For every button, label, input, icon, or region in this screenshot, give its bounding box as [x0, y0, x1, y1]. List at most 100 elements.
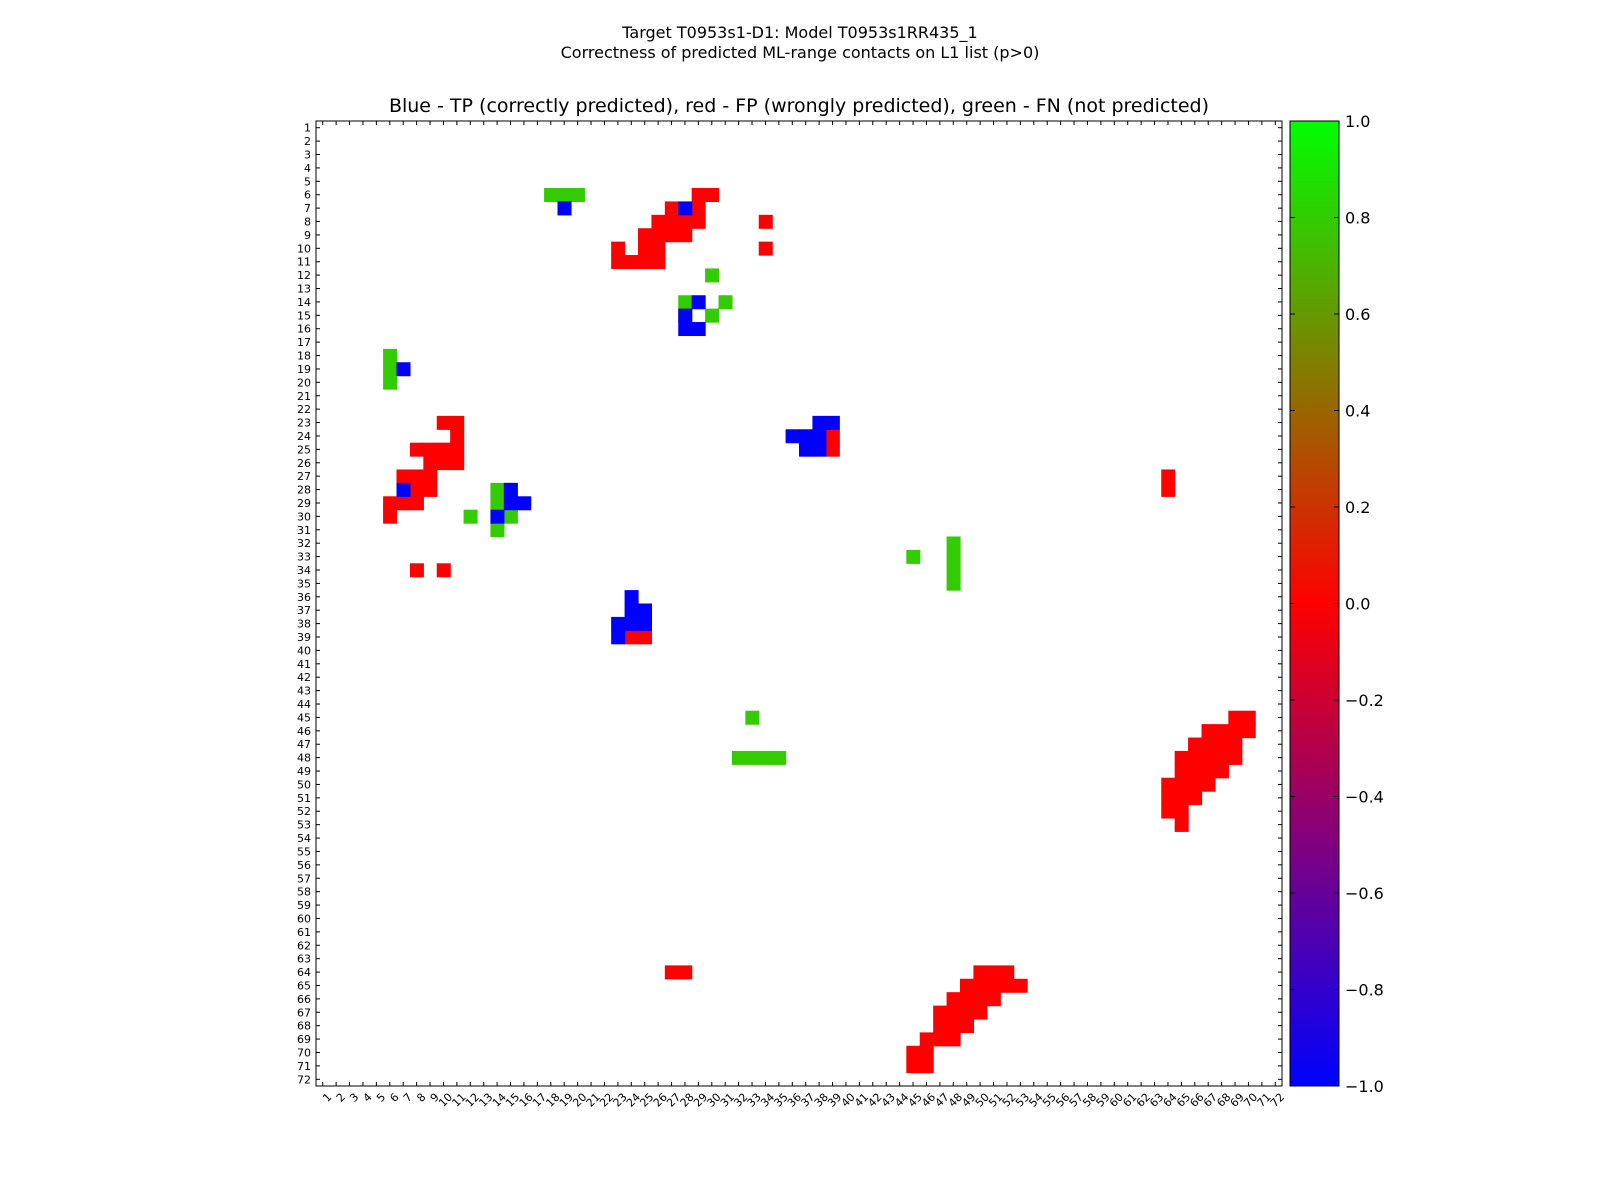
cell-fp-25-9 — [638, 228, 653, 243]
cell-tp-28-16 — [678, 322, 693, 337]
y-tick-label-52: 52 — [297, 805, 311, 818]
figure-suptitle-line1: Target T0953s1-D1: Model T0953s1RR435_1 — [622, 23, 978, 42]
cell-fp-65-48 — [1174, 750, 1189, 765]
y-tick-label-22: 22 — [297, 403, 311, 416]
y-tick-label-59: 59 — [297, 899, 311, 912]
cell-fp-26-10 — [651, 241, 666, 256]
cell-fp-27-8 — [664, 214, 679, 229]
x-tick-label-3: 3 — [347, 1091, 361, 1105]
cell-fp-48-68 — [946, 1018, 961, 1033]
cell-fp-64-50 — [1161, 777, 1176, 792]
cell-fp-26-8 — [651, 214, 666, 229]
cell-fp-49-66 — [960, 992, 975, 1007]
cell-fp-9-26 — [423, 456, 438, 471]
y-tick-label-2: 2 — [304, 135, 311, 148]
y-tick-label-53: 53 — [297, 819, 311, 832]
cell-fp-69-45 — [1228, 710, 1243, 725]
cell-fp-8-27 — [409, 469, 424, 484]
cell-fp-29-7 — [691, 201, 706, 216]
y-tick-label-54: 54 — [297, 832, 311, 845]
cell-fn-48-34 — [946, 563, 961, 578]
cell-tp-39-23 — [825, 415, 840, 430]
cell-fp-65-52 — [1174, 804, 1189, 819]
cell-fp-25-39 — [638, 630, 653, 645]
y-tick-label-20: 20 — [297, 376, 311, 389]
cell-fp-69-47 — [1228, 737, 1243, 752]
cell-fp-39-24 — [825, 429, 840, 444]
cell-fp-52-64 — [1000, 965, 1015, 980]
cell-fp-46-71 — [919, 1059, 934, 1074]
cell-fn-6-19 — [383, 362, 398, 377]
cell-fn-35-48 — [772, 750, 787, 765]
cell-fp-49-67 — [960, 1005, 975, 1020]
cell-fp-46-69 — [919, 1032, 934, 1047]
y-tick-label-37: 37 — [297, 604, 311, 617]
cell-fp-67-47 — [1201, 737, 1216, 752]
cell-fp-68-47 — [1214, 737, 1229, 752]
cell-tp-28-15 — [678, 308, 693, 323]
cell-fp-10-25 — [436, 442, 451, 457]
cell-tp-38-25 — [812, 442, 827, 457]
cell-fn-31-14 — [718, 295, 733, 310]
axis-ticks — [316, 121, 1282, 1086]
cell-tp-7-19 — [396, 362, 411, 377]
cell-fp-52-65 — [1000, 978, 1015, 993]
y-tick-label-65: 65 — [297, 979, 311, 992]
cell-tp-23-38 — [611, 616, 626, 631]
cell-fp-7-27 — [396, 469, 411, 484]
y-tick-label-30: 30 — [297, 510, 311, 523]
cell-fp-49-68 — [960, 1018, 975, 1033]
y-tick-label-16: 16 — [297, 323, 311, 336]
cell-fp-50-65 — [973, 978, 988, 993]
cell-fp-10-23 — [436, 415, 451, 430]
y-tick-label-11: 11 — [297, 256, 311, 269]
y-tick-label-69: 69 — [297, 1033, 311, 1046]
cell-fn-48-35 — [946, 576, 961, 591]
cell-fn-14-28 — [490, 482, 505, 497]
y-tick-label-25: 25 — [297, 443, 311, 456]
cell-fp-66-47 — [1188, 737, 1203, 752]
cell-fp-11-23 — [450, 415, 465, 430]
y-tick-label-17: 17 — [297, 336, 311, 349]
y-tick-labels: 1234567891011121314151617181920212223242… — [297, 122, 311, 1087]
cell-fp-64-28 — [1161, 482, 1176, 497]
cell-tp-14-30 — [490, 509, 505, 524]
y-tick-label-9: 9 — [304, 229, 311, 242]
y-tick-label-13: 13 — [297, 283, 311, 296]
y-tick-label-51: 51 — [297, 792, 311, 805]
colorbar-tick-label-7: −0.4 — [1345, 788, 1384, 807]
y-tick-label-61: 61 — [297, 926, 311, 939]
y-tick-label-3: 3 — [304, 149, 311, 162]
cell-fp-51-64 — [986, 965, 1001, 980]
cell-fp-45-71 — [906, 1059, 921, 1074]
y-tick-label-32: 32 — [297, 537, 311, 550]
cell-fn-6-20 — [383, 375, 398, 390]
cell-fp-10-26 — [436, 456, 451, 471]
cell-tp-25-37 — [638, 603, 653, 618]
cell-fp-9-25 — [423, 442, 438, 457]
cell-fp-50-67 — [973, 1005, 988, 1020]
y-tick-label-36: 36 — [297, 591, 311, 604]
x-tick-label-4: 4 — [361, 1091, 375, 1105]
cell-fp-65-51 — [1174, 791, 1189, 806]
x-tick-label-1: 1 — [320, 1091, 334, 1105]
cell-fp-39-25 — [825, 442, 840, 457]
cell-fp-6-29 — [383, 496, 398, 511]
x-tick-label-8: 8 — [414, 1091, 428, 1105]
cell-fn-32-48 — [731, 750, 746, 765]
cell-fp-11-25 — [450, 442, 465, 457]
cell-fn-33-48 — [745, 750, 760, 765]
y-tick-label-29: 29 — [297, 497, 311, 510]
y-tick-label-48: 48 — [297, 752, 311, 765]
y-tick-label-8: 8 — [304, 216, 311, 229]
cell-fp-64-51 — [1161, 791, 1176, 806]
x-tick-labels: 1 2 3 4 5 6 7 8 91011121314151617181920212223242… — [320, 1091, 1287, 1110]
colorbar-tick-label-5: 0.0 — [1345, 595, 1370, 614]
cell-fp-65-49 — [1174, 764, 1189, 779]
y-tick-label-38: 38 — [297, 618, 311, 631]
cell-fp-48-69 — [946, 1032, 961, 1047]
cell-fp-11-26 — [450, 456, 465, 471]
cell-fp-68-46 — [1214, 724, 1229, 739]
cell-tp-23-39 — [611, 630, 626, 645]
cell-tp-15-29 — [503, 496, 518, 511]
